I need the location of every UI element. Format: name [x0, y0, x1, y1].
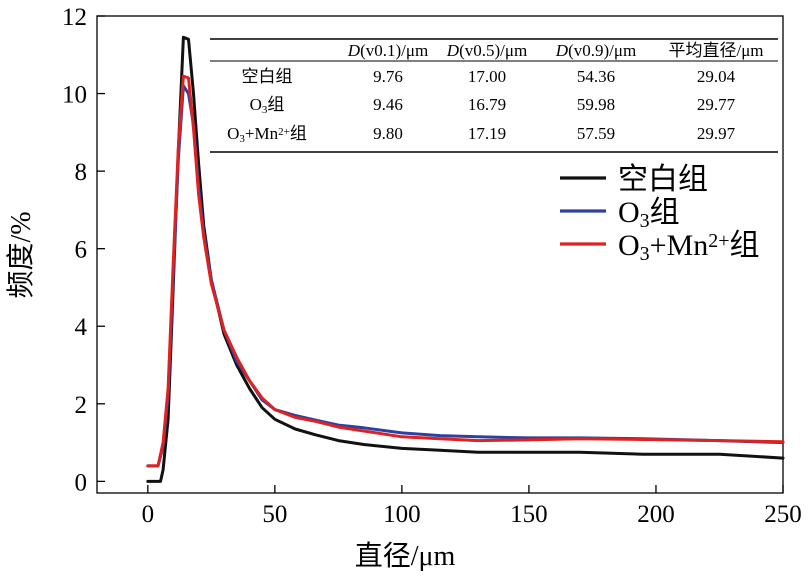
table-cell: 57.59 [577, 124, 615, 143]
table-row-label: O3+Mn2+组 [227, 124, 307, 145]
table-cell: 17.19 [468, 124, 506, 143]
legend-label: O3+Mn2+组 [618, 229, 760, 265]
x-tick-label: 200 [637, 501, 675, 528]
y-tick-label: 10 [62, 82, 87, 109]
table-header-cell: D(v0.9)/μm [555, 41, 636, 60]
legend-label: 空白组 [618, 163, 708, 196]
summary-table: D(v0.1)/μm D(v0.5)/μm D(v0.9)/μm 平均直径/μm 空白组… [210, 38, 778, 153]
y-axis: 0 2 4 6 8 10 12 [62, 4, 105, 496]
table-row-label: O3组 [250, 95, 285, 116]
table-cell: 29.04 [697, 67, 736, 86]
table-cell: 9.80 [373, 124, 403, 143]
table-cell: 16.79 [468, 95, 506, 114]
x-axis-title: 直径/μm [355, 540, 456, 572]
table-cell: 29.97 [697, 124, 736, 143]
y-tick-label: 6 [75, 237, 88, 264]
plot-frame [96, 15, 784, 494]
x-tick-label: 100 [383, 501, 421, 528]
y-tick-label: 12 [62, 4, 87, 31]
y-tick-label: 2 [75, 392, 88, 419]
x-tick-label: 150 [510, 501, 548, 528]
y-axis-title: 频度/% [5, 211, 37, 298]
table-cell: 9.46 [373, 95, 403, 114]
x-tick-label: 50 [262, 501, 287, 528]
y-tick-label: 0 [75, 469, 88, 496]
table-header-cell: D(v0.1)/μm [347, 41, 428, 60]
table-cell: 29.77 [697, 95, 736, 114]
legend-label: O3组 [618, 196, 680, 232]
table-cell: 9.76 [373, 67, 403, 86]
table-header-cell: 平均直径/μm [668, 41, 763, 60]
series-line-2 [146, 74, 785, 468]
table-row-label: 空白组 [242, 67, 293, 86]
y-tick-label: 4 [75, 314, 88, 341]
y-tick-label: 8 [75, 159, 88, 186]
x-tick-label: 0 [142, 501, 155, 528]
table-cell: 59.98 [577, 95, 615, 114]
table-cell: 17.00 [468, 67, 506, 86]
series-lines [146, 35, 785, 483]
table-cell: 54.36 [577, 67, 615, 86]
x-axis: 0 50 100 150 200 250 [142, 485, 802, 528]
table-header-cell: D(v0.5)/μm [446, 41, 527, 60]
x-tick-label: 250 [764, 501, 802, 528]
